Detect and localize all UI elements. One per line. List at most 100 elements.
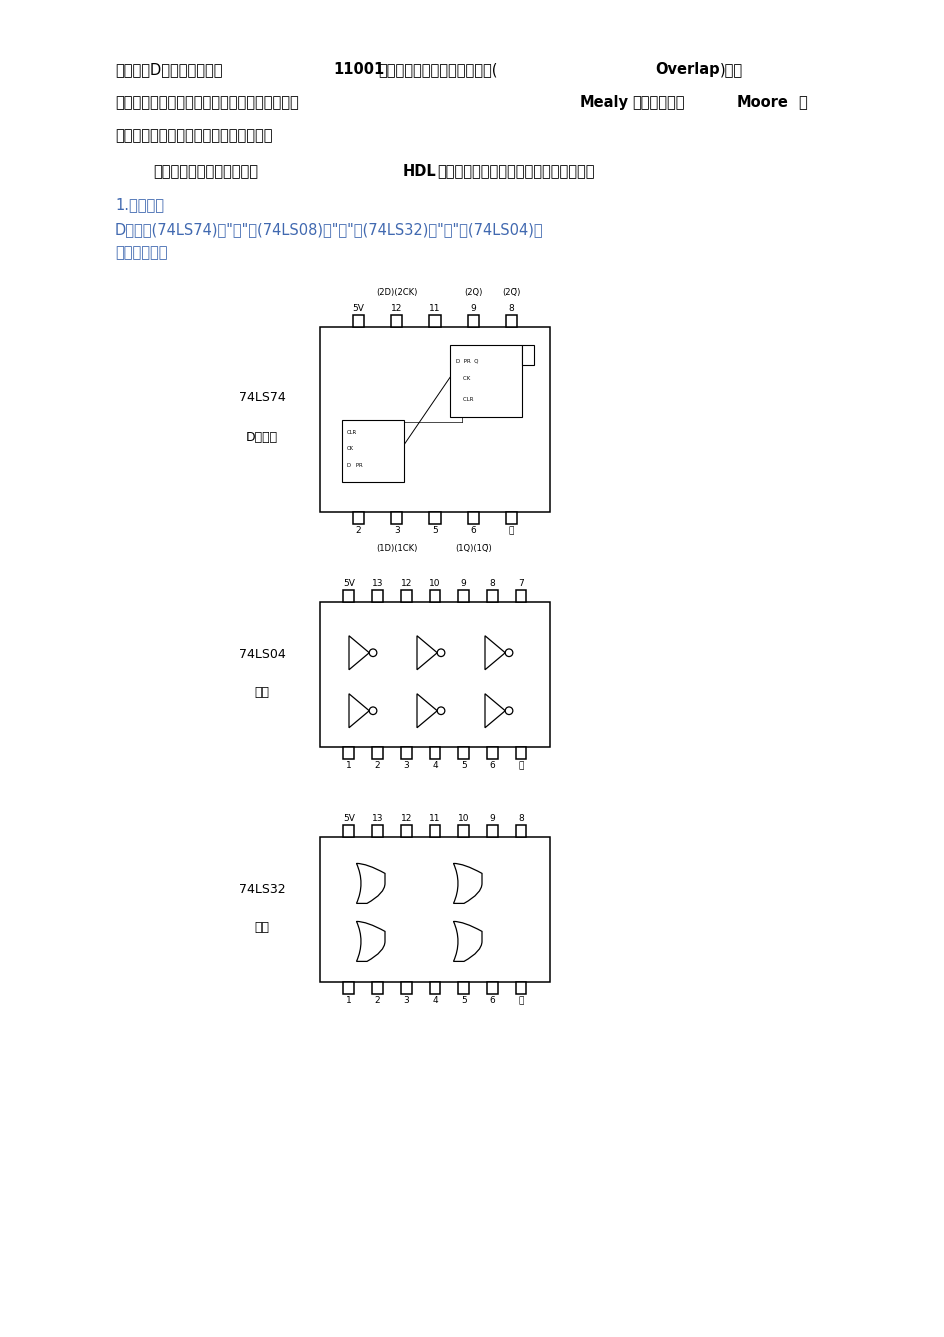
Text: 12: 12 [391,303,402,313]
Text: (2Q): (2Q) [464,287,482,297]
Text: 5V: 5V [343,814,354,824]
PathPatch shape [356,921,384,961]
Bar [467,512,479,524]
Bar [400,825,411,837]
Circle shape [369,707,377,714]
Circle shape [437,707,445,714]
Text: 机设计和采用: 机设计和采用 [632,95,683,110]
Text: 8: 8 [508,303,514,313]
Bar [343,747,354,759]
Bar [487,590,497,602]
Text: 5V: 5V [343,579,354,588]
Circle shape [369,648,377,656]
Text: (1D)(1CK): (1D)(1CK) [376,544,417,554]
Text: 1.原件介绍: 1.原件介绍 [115,198,164,213]
Text: 74LS04: 74LS04 [239,648,285,660]
Bar [391,512,402,524]
Text: CLR: CLR [346,431,357,436]
Text: 13: 13 [371,814,383,824]
Text: 11: 11 [429,303,440,313]
Text: 或门: 或门 [254,921,269,935]
Text: 2: 2 [355,525,361,535]
Text: 6: 6 [470,525,476,535]
Text: (2Q̄): (2Q̄) [502,287,520,297]
Text: 8: 8 [518,814,524,824]
Bar [343,590,354,602]
Bar [430,825,440,837]
Circle shape [437,648,445,656]
Text: 8: 8 [489,579,495,588]
Text: 10: 10 [458,814,469,824]
Bar [391,316,402,328]
Text: D触发器: D触发器 [245,431,278,444]
Text: 9: 9 [470,303,476,313]
Bar [515,747,526,759]
Bar [430,981,440,993]
Text: 1: 1 [346,761,351,770]
Text: 13: 13 [371,579,383,588]
Bar [449,345,521,417]
Bar [430,747,440,759]
Text: 5: 5 [431,525,437,535]
PathPatch shape [453,864,481,904]
Text: CK: CK [456,377,470,381]
Bar [372,981,382,993]
Polygon shape [348,636,369,670]
Text: 代码，要求进行仿真，并给出仿真结果。: 代码，要求进行仿真，并给出仿真结果。 [436,164,594,179]
Text: 6: 6 [489,996,495,1005]
Bar [343,825,354,837]
Text: )检测: )检测 [719,62,742,78]
Text: 11001: 11001 [332,62,384,78]
PathPatch shape [356,864,384,904]
Bar [429,316,440,328]
Text: CLR: CLR [456,397,473,401]
Text: 地: 地 [509,525,514,535]
Bar [429,512,440,524]
Bar [320,602,549,747]
Polygon shape [484,636,505,670]
Text: 2: 2 [374,996,379,1005]
Bar [372,590,382,602]
Bar [320,837,549,981]
Bar [400,981,411,993]
Text: 集成电路引脚: 集成电路引脚 [115,245,167,261]
Bar [467,316,479,328]
Text: 【要求】给出电路原理图或: 【要求】给出电路原理图或 [153,164,258,179]
Text: (1Q)(1Q̄): (1Q)(1Q̄) [454,544,491,554]
Bar [430,590,440,602]
Bar [352,316,363,328]
Text: Moore: Moore [736,95,788,110]
Text: 地: 地 [518,996,523,1005]
Bar [320,328,549,512]
Text: 5V: 5V [352,303,363,313]
Bar [515,981,526,993]
Bar [505,316,517,328]
Text: (2D)(2CK): (2D)(2CK) [376,287,417,297]
Text: 10: 10 [429,579,440,588]
Polygon shape [416,694,437,727]
Text: 5: 5 [461,996,466,1005]
Bar [342,420,404,483]
Text: 4: 4 [431,761,437,770]
Text: 11: 11 [429,814,440,824]
Text: 3: 3 [394,525,399,535]
Text: 7: 7 [518,579,524,588]
Text: 5: 5 [461,761,466,770]
Text: 12: 12 [400,814,412,824]
Polygon shape [416,636,437,670]
Bar [505,512,517,524]
Text: 6: 6 [489,761,495,770]
Bar [458,825,468,837]
Bar [521,345,533,365]
Text: 讨论使用D触发器设计一个: 讨论使用D触发器设计一个 [115,62,222,78]
Text: 4: 4 [431,996,437,1005]
Text: D   PR: D PR [346,464,362,468]
PathPatch shape [453,921,481,961]
Bar [372,825,382,837]
Text: 9: 9 [489,814,495,824]
Bar [515,825,526,837]
Text: D  PR  Q: D PR Q [456,358,478,364]
Text: 非门: 非门 [254,686,269,699]
Text: 12: 12 [400,579,412,588]
Bar [400,590,411,602]
